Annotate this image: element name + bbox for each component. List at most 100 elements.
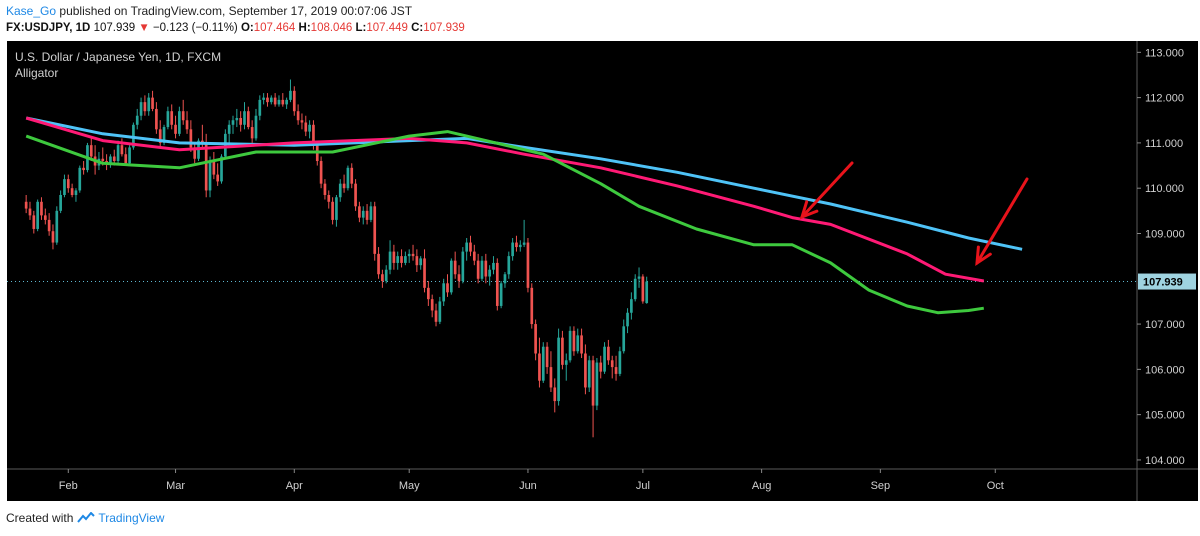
candle-body [304,122,308,132]
candle-body [476,260,480,279]
candle-body [36,201,39,229]
candle-body [354,183,357,207]
candle-body [415,256,419,266]
low-value: 107.449 [366,22,408,34]
candle-body [212,161,216,175]
candle-body [561,337,564,365]
x-tick-label: Mar [166,480,185,492]
candle-body [331,201,334,220]
candle-body [637,276,641,279]
candle-body [208,161,212,191]
high-value: 108.046 [310,22,353,34]
candle-body [626,312,629,327]
x-tick-label: Aug [752,480,772,492]
candle-body [158,129,162,143]
y-tick-label: 107.000 [1145,319,1185,331]
high-label: H: [298,22,311,34]
candle-body [296,111,300,121]
candle-body [518,244,522,248]
candle-body [350,167,354,184]
candle-body [503,274,507,284]
alligator-lines-layer [25,116,1023,315]
candle-body [480,260,484,279]
candle-body [277,99,281,105]
candle-body [204,142,208,191]
candle-body [281,99,285,105]
candle-body [89,145,93,157]
x-tick-label: Jul [636,480,650,492]
candle-body [557,337,560,402]
candle-body [254,115,258,139]
candle-body [246,111,250,128]
candle-body [419,258,423,266]
x-tick-label: Apr [286,480,303,492]
candle-body [404,256,407,263]
annotation-arrow-aug [800,161,854,219]
candle-body [231,120,235,125]
candle-body [120,145,124,155]
close-value: 107.939 [423,22,465,34]
candle-body [641,276,645,302]
chart-area[interactable]: 113.000 112.000 111.000 110.000 109.000 107.0… [7,41,1198,501]
candle-body [109,156,112,164]
candle-body [185,120,189,130]
candle-body [335,197,338,220]
candle-body [511,242,514,257]
tradingview-brand: TradingView [98,511,165,525]
ticker-change: −0.123 (−0.11%) [152,22,238,34]
candle-body [438,301,442,322]
candle-body [522,242,526,245]
candle-body [170,111,174,125]
publisher-line: Kase_Go published on TradingView.com, Se… [6,2,412,20]
candle-body [151,97,154,109]
last-price-tag [1138,273,1196,290]
candle-body [434,310,438,322]
candle-body [599,362,603,372]
candle-body [446,283,449,293]
candle-body [630,299,633,313]
candle-body [243,111,246,125]
candle-body [381,274,384,282]
y-tick-label: 110.000 [1145,183,1184,195]
candle-body [338,183,342,198]
candle-body [465,242,469,252]
candle-body [515,242,518,248]
candle-body [457,274,461,282]
candle-body [591,360,595,406]
candle-body [250,127,254,139]
candle-body [43,215,47,220]
tradingview-link[interactable]: TradingView [77,511,164,525]
price-chart[interactable]: 113.000 112.000 111.000 110.000 109.000 107.0… [7,41,1198,501]
candle-body [572,330,576,352]
candle-body [166,111,170,128]
candle-body [549,367,553,388]
candle-body [269,97,273,103]
author-link[interactable]: Kase_Go [6,4,57,18]
candle-body [369,206,373,220]
candle-body [342,183,346,189]
candle-body [584,353,587,388]
y-tick-label: 104.000 [1145,455,1185,467]
candle-body [564,360,568,365]
candle-body [384,269,388,282]
candle-body [235,117,239,121]
candle-body [553,387,557,402]
candle-body [400,256,403,263]
candle-body [181,111,185,121]
candle-body [51,231,55,243]
candle-body [216,174,220,182]
candle-body [116,145,120,162]
candle-body [507,256,511,275]
alligator-jaw-line [25,116,1023,251]
ticker-line: FX:USDJPY, 1D 107.939 ▼ −0.123 (−0.11%) … [6,20,465,36]
candle-body [312,124,315,146]
candle-body [538,353,541,381]
candle-body [323,183,327,195]
candle-body [262,97,265,100]
published-text: published on TradingView.com, September … [59,4,413,18]
candle-body [319,161,323,184]
candle-body [139,102,143,116]
low-label: L: [355,22,367,34]
candle-body [135,115,139,125]
candle-body [526,242,530,288]
